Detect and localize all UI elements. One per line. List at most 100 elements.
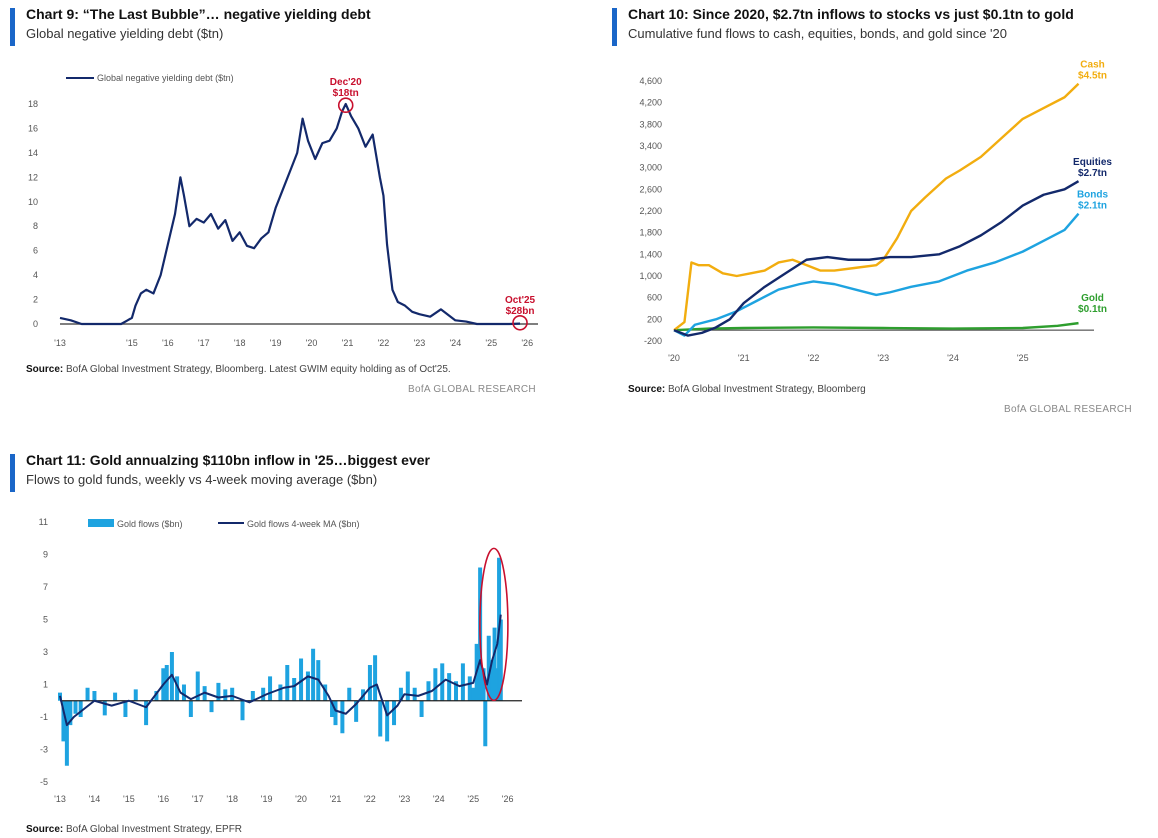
chart11-bar — [68, 700, 73, 726]
chart11-bar — [447, 673, 452, 701]
chart11-bar — [492, 627, 497, 701]
chart10-end-label-name: Cash — [1080, 60, 1104, 71]
chart10-line-gold — [673, 321, 1079, 332]
chart11-ytick: 1 — [43, 680, 48, 690]
chart11-subtitle: Flows to gold funds, weekly vs 4-week mo… — [26, 472, 378, 487]
chart11-bar — [486, 635, 491, 701]
chart10-title: Chart 10: Since 2020, $2.7tn inflows to … — [628, 6, 1074, 22]
chart11-legend-swatch-bars — [88, 519, 114, 527]
chart11-bar — [481, 668, 486, 701]
chart11-bar — [92, 691, 97, 701]
chart9-ytick: 6 — [33, 246, 38, 256]
chart9-subtitle: Global negative yielding debt ($tn) — [26, 26, 224, 41]
chart11-bar — [433, 668, 438, 701]
chart9-ytick: 14 — [28, 148, 38, 158]
chart11-xtick: '15 — [123, 794, 135, 804]
chart11-bar — [175, 676, 180, 701]
chart11-bar — [292, 678, 297, 701]
chart10-end-label-name: Bonds — [1077, 190, 1109, 201]
chart11-xtick: '23 — [398, 794, 410, 804]
chart11-xtick: '26 — [502, 794, 514, 804]
chart11-xtick: '16 — [157, 794, 169, 804]
chart11-bar — [340, 700, 345, 734]
chart9-source: Source: BofA Global Investment Strategy,… — [26, 364, 451, 375]
chart11-xtick: '24 — [433, 794, 445, 804]
chart9-ytick: 18 — [28, 99, 38, 109]
chart11-bar — [133, 689, 138, 701]
chart9-xtick: '24 — [449, 338, 461, 348]
chart11-bar — [64, 700, 69, 766]
chart11-bar — [385, 700, 390, 742]
chart11-bar — [223, 689, 228, 701]
chart10-plot: -200 200 600 1,000 1,400 1,800 2,200 2,600 3,000… — [639, 60, 1112, 363]
chart11-ytick: -5 — [40, 777, 48, 787]
chart10-end-label-value: $2.1tn — [1078, 201, 1107, 212]
chart9-ytick: 16 — [28, 123, 38, 133]
chart11-bar — [61, 700, 66, 742]
chart10-panel: Chart 10: Since 2020, $2.7tn inflows to … — [612, 6, 1152, 426]
chart9-xtick: '20 — [306, 338, 318, 348]
chart11-source: Source: BofA Global Investment Strategy,… — [26, 824, 243, 835]
chart10-ytick: 200 — [647, 314, 662, 324]
chart9-ytick: 10 — [28, 197, 38, 207]
chart11-bar — [471, 687, 476, 701]
chart11-bar — [209, 700, 214, 713]
chart10-ytick: 3,000 — [639, 163, 662, 173]
chart11-bar — [373, 655, 378, 701]
chart11-bar — [467, 676, 472, 701]
chart10-ytick: 4,600 — [639, 76, 662, 86]
chart10-brand: BofA GLOBAL RESEARCH — [1004, 404, 1132, 415]
chart9-brand: BofA GLOBAL RESEARCH — [408, 384, 536, 395]
chart11-bar — [311, 648, 316, 701]
chart10-ytick: 600 — [647, 293, 662, 303]
chart11-xtick: '22 — [364, 794, 376, 804]
chart11-header-bar — [10, 454, 15, 492]
chart11-plot: -5 -3 -1 1 3 5 7 9 11 '13 '14 '15 '16 '17 '18 '19 '20 '21… — [39, 517, 522, 804]
chart11-bar — [240, 700, 245, 721]
chart11-bar — [268, 676, 273, 701]
chart11-ytick: -1 — [40, 712, 48, 722]
chart11-xtick: '18 — [226, 794, 238, 804]
chart11-bar — [78, 700, 83, 717]
chart11-bar — [412, 687, 417, 701]
chart10-line-equities — [673, 180, 1080, 337]
chart11-ytick: 3 — [43, 647, 48, 657]
chart11-ytick: 11 — [39, 517, 48, 527]
chart9-xtick: '15 — [126, 338, 138, 348]
chart10-line-cash — [673, 82, 1080, 332]
chart11-ytick: 5 — [43, 615, 48, 625]
chart9-xtick: '22 — [378, 338, 390, 348]
chart10-end-label-name: Gold — [1081, 293, 1104, 304]
chart11-bar — [333, 700, 338, 726]
chart9-xtick: '18 — [234, 338, 246, 348]
chart11-legend-label-ma: Gold flows 4-week MA ($bn) — [247, 519, 360, 529]
chart9-header-bar — [10, 8, 15, 46]
chart9-annotation-date: Dec'20 — [330, 77, 362, 88]
chart9-xtick: '21 — [342, 338, 354, 348]
chart9-ytick: 12 — [28, 172, 38, 182]
chart9-xtick: '16 — [162, 338, 174, 348]
chart9-ytick: 4 — [33, 270, 38, 280]
chart9-xtick: '25 — [485, 338, 497, 348]
chart10-xtick: '20 — [668, 353, 680, 363]
chart11-panel: Chart 11: Gold annualzing $110bn inflow … — [10, 452, 555, 838]
chart9-xtick: '26 — [521, 338, 533, 348]
chart11-xtick: '25 — [467, 794, 479, 804]
chart11-bar — [144, 700, 149, 726]
chart9-legend-label: Global negative yielding debt ($tn) — [97, 73, 234, 83]
chart11-xtick: '13 — [54, 794, 66, 804]
chart10-end-label-value: $4.5tn — [1078, 71, 1107, 82]
chart11-bar — [347, 687, 352, 701]
chart11-xtick: '19 — [261, 794, 273, 804]
chart10-ytick: 1,000 — [639, 271, 662, 281]
chart9-annotation-circle — [512, 314, 528, 331]
chart11-bar — [278, 684, 283, 701]
chart9-plot: 0 2 4 6 8 10 12 14 16 18 '13 '15 '16 '17 '18 '19 '20 '21 '… — [28, 73, 538, 348]
chart10-end-label-value: $2.7tn — [1078, 168, 1107, 179]
chart10-header-bar — [612, 8, 617, 46]
chart11-xtick: '21 — [330, 794, 342, 804]
chart11-xtick: '17 — [192, 794, 204, 804]
chart11-bar — [483, 700, 488, 747]
chart11-bar — [181, 684, 186, 701]
chart11-bar — [299, 658, 304, 701]
